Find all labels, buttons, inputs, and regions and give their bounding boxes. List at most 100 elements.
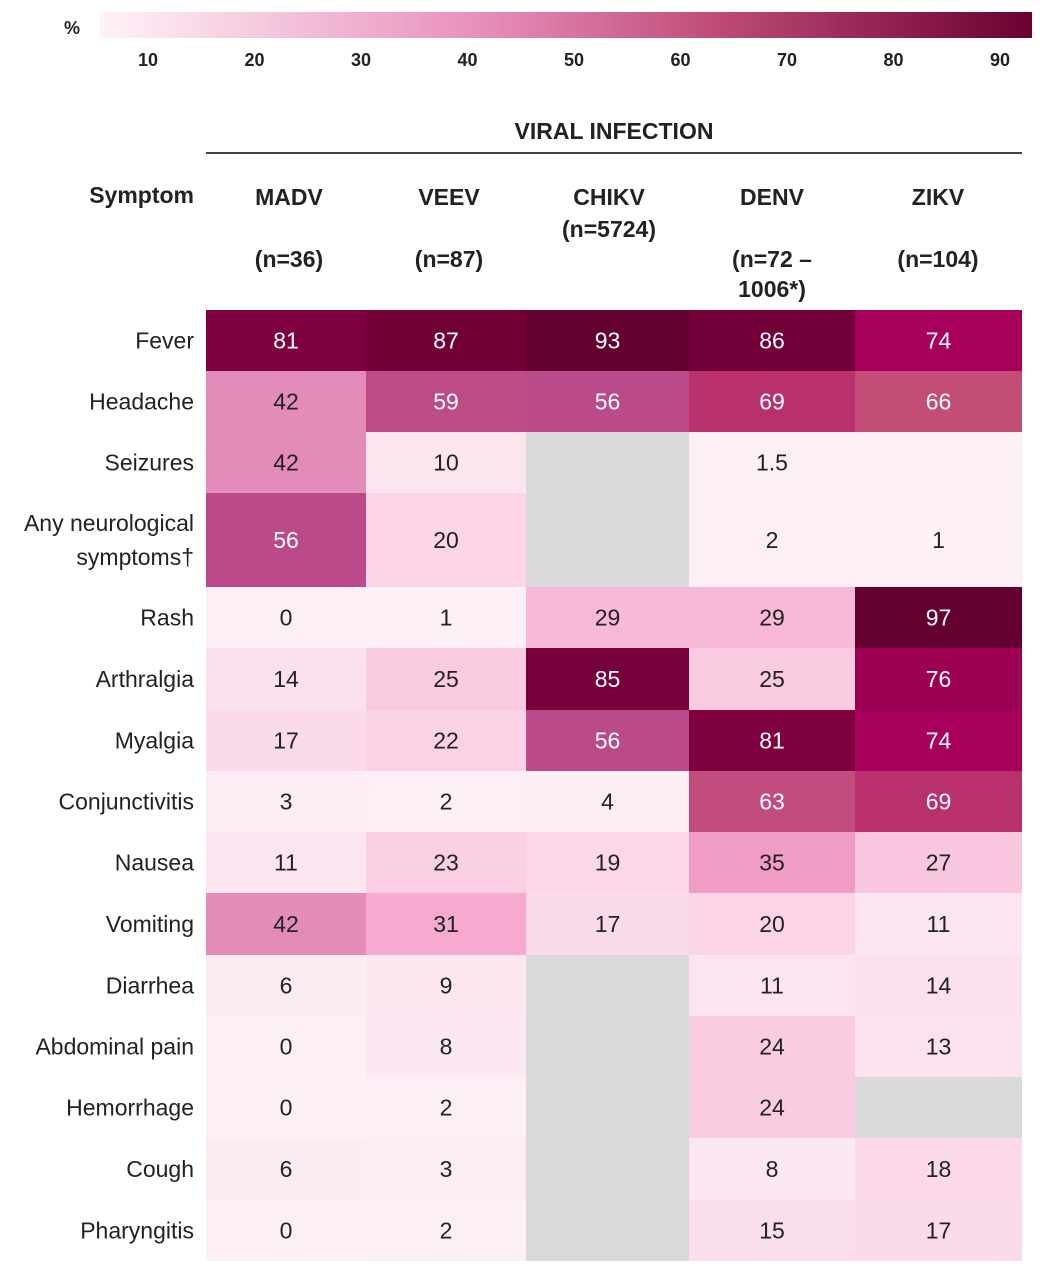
heatmap-cell: [206, 310, 366, 371]
row-label: Rash: [140, 605, 194, 631]
cell-value-label: 1: [932, 527, 945, 553]
cell-value-label: 6: [280, 973, 293, 999]
cell-value-label: 42: [273, 450, 299, 476]
cell-value-label: 24: [759, 1034, 785, 1060]
column-name: DENV: [740, 184, 804, 210]
heatmap-cell: [206, 771, 366, 832]
cell-value-label: 17: [273, 728, 299, 754]
heatmap-cell: [206, 587, 366, 648]
heatmap-cell: [366, 493, 526, 587]
heatmap-cell: [526, 371, 689, 432]
cell-value-label: 66: [926, 389, 952, 415]
heatmap-cell: [526, 310, 689, 371]
cell-value-label: 97: [926, 605, 952, 631]
heatmap-cell: [526, 832, 689, 893]
cell-value-label: 2: [440, 1218, 453, 1244]
column-name: MADV: [255, 184, 323, 210]
cell-value-label: 23: [433, 850, 459, 876]
column-sample-size: (n=72 – 1006*): [732, 246, 812, 302]
column-header-denv: DENV (n=72 – 1006*): [689, 182, 855, 304]
cell-value-label: 1: [440, 605, 453, 631]
heatmap-cell: [855, 832, 1022, 893]
heatmap-cell: [206, 955, 366, 1016]
cell-value-label: 87: [433, 328, 459, 354]
cell-value-label: 42: [273, 389, 299, 415]
cell-value-label: 69: [759, 389, 785, 415]
heatmap-cell: [206, 1016, 366, 1077]
heatmap-cell: [366, 893, 526, 955]
cell-value-label: 3: [280, 789, 293, 815]
heatmap-cell: [855, 1016, 1022, 1077]
heatmap-cell: [855, 432, 1022, 493]
column-header-zikv: ZIKV (n=104): [855, 182, 1021, 274]
cell-value-label: 56: [273, 527, 299, 553]
cell-value-label: 69: [926, 789, 952, 815]
cell-value-label: 25: [759, 666, 785, 692]
cell-value-label: 59: [433, 389, 459, 415]
cell-value-label: 8: [766, 1156, 779, 1182]
heatmap-cell: [206, 832, 366, 893]
cell-value-label: 2: [766, 527, 779, 553]
heatmap-cell: [206, 648, 366, 710]
heatmap-cell: [526, 1138, 689, 1200]
cell-value-label: 27: [926, 850, 952, 876]
cell-value-label: 10: [433, 450, 459, 476]
heatmap-cell: [366, 1016, 526, 1077]
row-label: Fever: [135, 328, 194, 354]
heatmap-cell: [689, 1200, 855, 1261]
row-label: Nausea: [115, 850, 194, 876]
row-label: Abdominal pain: [35, 1034, 194, 1060]
heatmap-cell: [526, 955, 689, 1016]
heatmap-cell: [366, 771, 526, 832]
row-label: Cough: [126, 1156, 194, 1182]
heatmap-cell: [855, 1200, 1022, 1261]
cell-value-label: 63: [759, 789, 785, 815]
column-sample-size: (n=36): [254, 246, 324, 272]
column-name: CHIKV: [573, 184, 645, 210]
heatmap-cell: [526, 493, 689, 587]
cell-value-label: 0: [280, 605, 293, 631]
cell-value-label: 29: [759, 605, 785, 631]
heatmap-cell: [689, 955, 855, 1016]
heatmap-cell: [206, 371, 366, 432]
heatmap-cell: [689, 832, 855, 893]
column-group-title: VIRAL INFECTION: [514, 118, 714, 144]
cell-value-label: 93: [595, 328, 621, 354]
heatmap-cell: [855, 493, 1022, 587]
heatmap-cell: [206, 1138, 366, 1200]
cell-value-label: 0: [280, 1034, 293, 1060]
legend-tick-label: 70: [776, 50, 798, 70]
heatmap-cell: [526, 710, 689, 771]
heatmap-cell: [855, 955, 1022, 1016]
heatmap-cell: [855, 893, 1022, 955]
heatmap-cell: [366, 710, 526, 771]
cell-value-label: 20: [759, 911, 785, 937]
heatmap-cell: [366, 587, 526, 648]
heatmap-cell: [206, 1200, 366, 1261]
color-scale-bar: [100, 12, 1032, 38]
legend-tick-label: 80: [883, 50, 904, 70]
column-name: VEEV: [418, 184, 480, 210]
cell-value-label: 11: [927, 911, 951, 937]
heatmap-cell: [855, 587, 1022, 648]
legend-tick-label: 10: [137, 50, 159, 70]
cell-value-label: 18: [926, 1156, 952, 1182]
heatmap-cell: [206, 1077, 366, 1138]
heatmap-cell: [689, 310, 855, 371]
legend-tick-label: 50: [563, 50, 585, 70]
cell-value-label: 2: [440, 789, 453, 815]
legend-tick-label: 30: [350, 50, 372, 70]
heatmap-cell: [366, 955, 526, 1016]
heatmap-cell: [366, 1077, 526, 1138]
heatmap-cell: [689, 1077, 855, 1138]
color-scale-ticks: 10 20 30 40 50 60 70 80 90: [0, 50, 1049, 74]
heatmap-cell: [206, 710, 366, 771]
cell-value-label: 19: [595, 850, 621, 876]
cell-value-label: 24: [759, 1095, 785, 1121]
row-label: Headache: [89, 389, 194, 415]
cell-value-label: 14: [926, 973, 952, 999]
legend-tick-label: 20: [244, 50, 265, 70]
cell-value-label: 13: [926, 1034, 952, 1060]
cell-value-label: 74: [926, 728, 952, 754]
cell-value-label: 86: [759, 328, 785, 354]
